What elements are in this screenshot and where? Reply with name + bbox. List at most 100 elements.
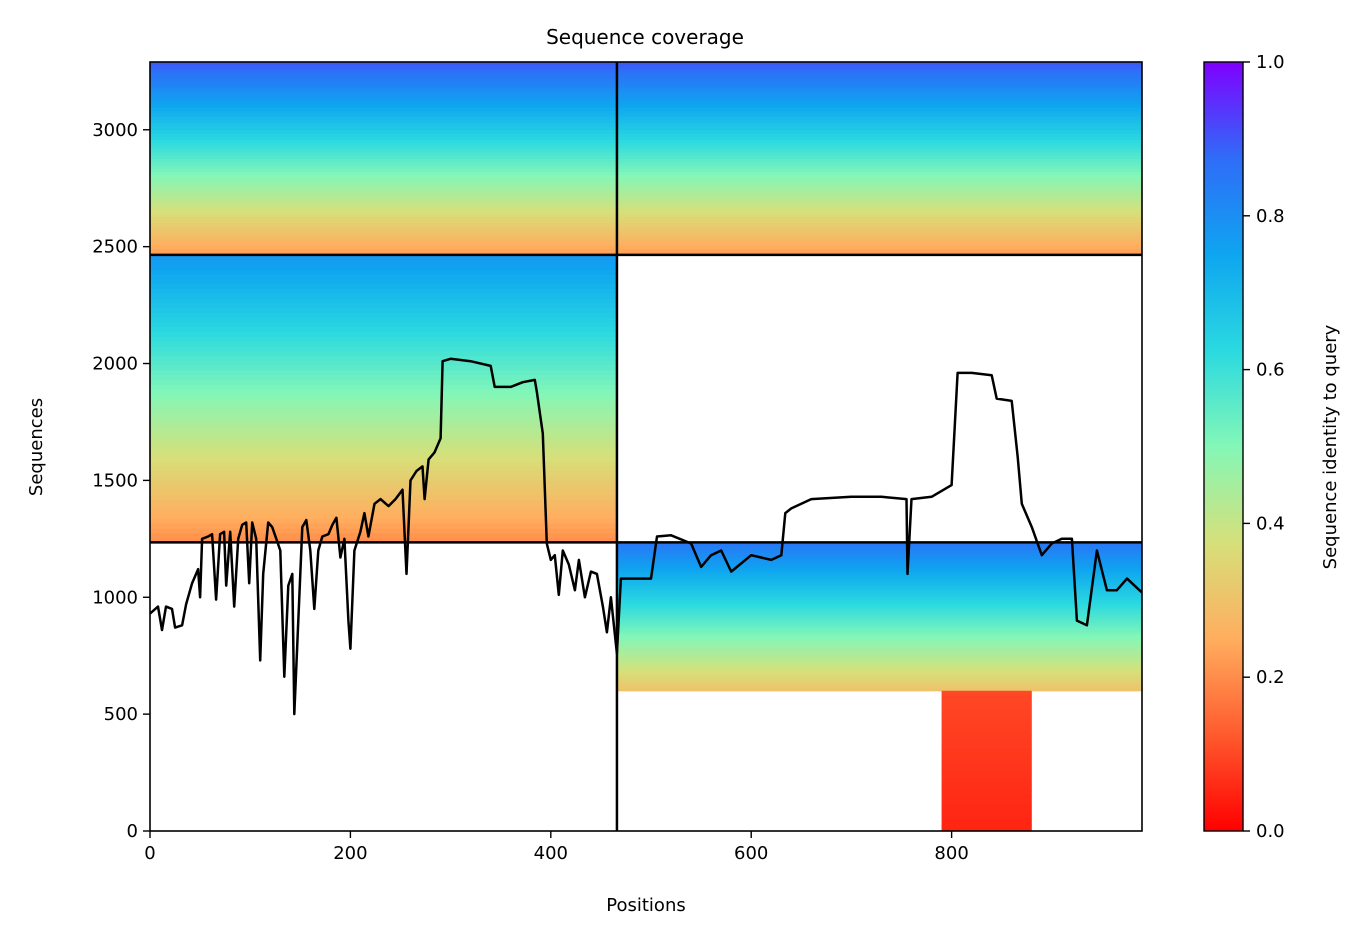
coverage-band <box>616 135 1142 140</box>
coverage-band <box>616 74 1142 79</box>
coverage-band <box>150 489 617 496</box>
coverage-band <box>941 819 1032 823</box>
coverage-band <box>150 412 617 419</box>
coverage-band <box>150 441 617 448</box>
coverage-band <box>616 151 1142 156</box>
coverage-band <box>941 786 1032 790</box>
coverage-band <box>616 648 1142 652</box>
coverage-band <box>616 557 1142 561</box>
coverage-band <box>616 190 1142 195</box>
coverage-band <box>150 360 617 366</box>
coverage-band <box>150 484 617 491</box>
coverage-band <box>150 436 617 443</box>
coverage-band <box>150 158 617 163</box>
coverage-band <box>150 389 617 395</box>
coverage-band <box>941 795 1032 799</box>
coverage-band <box>616 678 1142 682</box>
coverage-band <box>616 238 1142 243</box>
y-tick-label: 500 <box>104 704 138 725</box>
coverage-band <box>616 113 1142 118</box>
coverage-band <box>150 293 617 299</box>
coverage-band <box>150 65 617 70</box>
coverage-band <box>150 251 617 256</box>
coverage-band <box>616 636 1142 640</box>
coverage-band <box>941 812 1032 816</box>
coverage-band <box>150 465 617 472</box>
coverage-band <box>941 735 1032 739</box>
coverage-band <box>616 100 1142 105</box>
coverage-band <box>616 599 1142 603</box>
coverage-band <box>150 527 617 534</box>
coverage-band <box>941 746 1032 750</box>
coverage-band <box>616 200 1142 205</box>
coverage-band <box>941 718 1032 722</box>
coverage-band <box>150 259 617 266</box>
coverage-band <box>150 161 617 166</box>
coverage-band <box>150 132 617 137</box>
coverage-band <box>150 451 617 457</box>
coverage-band <box>150 135 617 140</box>
coverage-band <box>616 216 1142 221</box>
coverage-band <box>616 225 1142 230</box>
coverage-band <box>150 206 617 211</box>
coverage-band <box>941 765 1032 769</box>
coverage-band <box>941 805 1032 809</box>
coverage-band <box>150 106 617 111</box>
coverage-band <box>941 784 1032 788</box>
coverage-band <box>616 594 1142 598</box>
coverage-band <box>150 68 617 73</box>
coverage-band <box>941 781 1032 785</box>
coverage-band <box>616 164 1142 169</box>
coverage-band <box>150 126 617 131</box>
colorbar <box>1203 61 1244 832</box>
colorbar-tick-label: 0.2 <box>1256 667 1285 688</box>
coverage-band <box>616 251 1142 256</box>
colorbar-ticks: 0.0 0.2 0.4 0.6 0.8 1.0 <box>1243 52 1285 842</box>
coverage-band <box>941 744 1032 748</box>
coverage-band <box>616 567 1142 571</box>
coverage-band <box>616 688 1142 692</box>
coverage-band <box>616 171 1142 176</box>
coverage-band <box>150 123 617 127</box>
domain-boundaries <box>150 62 1142 831</box>
coverage-band <box>150 139 617 143</box>
coverage-band <box>150 190 617 195</box>
coverage-band <box>616 203 1142 208</box>
x-axis-ticks: 0 200 400 600 800 <box>144 831 969 864</box>
coverage-band <box>150 113 617 118</box>
coverage-band <box>616 248 1142 253</box>
coverage-band <box>941 770 1032 774</box>
coverage-band <box>941 821 1032 825</box>
coverage-band <box>616 219 1142 224</box>
coverage-band <box>941 756 1032 760</box>
coverage-band <box>616 87 1142 92</box>
coverage-band <box>616 641 1142 645</box>
coverage-band <box>616 569 1142 573</box>
coverage-band <box>616 572 1142 576</box>
coverage-band <box>941 728 1032 732</box>
y-axis-label: Sequences <box>26 398 47 496</box>
colorbar-tick-label: 0.8 <box>1256 206 1285 227</box>
coverage-band <box>150 417 617 424</box>
coverage-band <box>150 213 617 217</box>
coverage-band <box>616 633 1142 637</box>
coverage-band <box>150 264 617 270</box>
coverage-band <box>616 103 1142 108</box>
coverage-band <box>616 97 1142 102</box>
coverage-band <box>941 807 1032 811</box>
coverage-band <box>616 619 1142 623</box>
coverage-band <box>941 714 1032 718</box>
coverage-band <box>150 90 617 95</box>
y-tick-label: 2000 <box>92 354 138 375</box>
coverage-band <box>150 248 617 253</box>
coverage-band <box>941 730 1032 734</box>
colorbar-tick-label: 1.0 <box>1256 52 1285 73</box>
coverage-band <box>616 110 1142 115</box>
coverage-band <box>941 798 1032 802</box>
coverage-band <box>616 673 1142 677</box>
coverage-band <box>941 814 1032 818</box>
coverage-band <box>616 148 1142 153</box>
coverage-band <box>616 680 1142 684</box>
coverage-block-lower-right <box>616 542 1142 692</box>
